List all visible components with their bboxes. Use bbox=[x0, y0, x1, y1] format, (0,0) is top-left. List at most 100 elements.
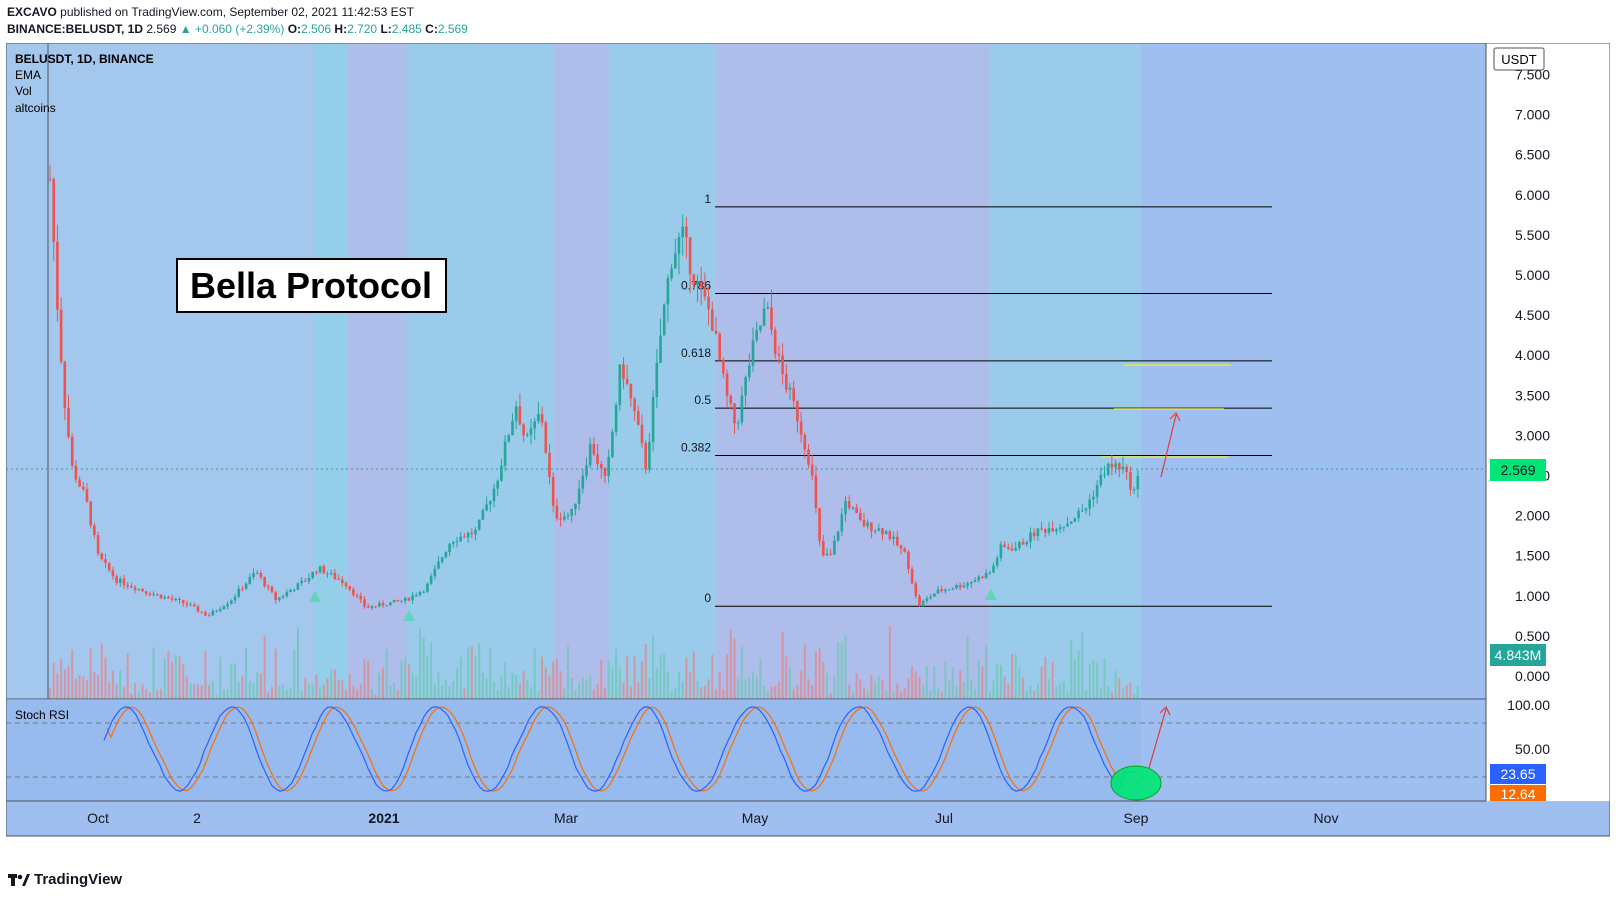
candle-body[interactable] bbox=[215, 610, 218, 612]
candle-body[interactable] bbox=[59, 309, 63, 362]
candle-body[interactable] bbox=[977, 576, 980, 581]
candle-body[interactable] bbox=[958, 585, 962, 588]
candle-body[interactable] bbox=[415, 595, 418, 597]
candle-body[interactable] bbox=[407, 597, 411, 601]
candle-body[interactable] bbox=[866, 522, 869, 527]
candle-body[interactable] bbox=[492, 488, 496, 502]
candle-body[interactable] bbox=[366, 606, 370, 608]
candle-body[interactable] bbox=[692, 274, 696, 285]
legend-item[interactable]: Vol bbox=[15, 84, 32, 98]
candle-body[interactable] bbox=[529, 428, 533, 435]
candle-body[interactable] bbox=[807, 449, 810, 465]
candle-body[interactable] bbox=[130, 586, 133, 588]
candle-body[interactable] bbox=[910, 568, 914, 584]
candle-body[interactable] bbox=[311, 571, 314, 578]
candle-body[interactable] bbox=[988, 572, 992, 574]
rsi-highlight-circle[interactable] bbox=[1110, 765, 1162, 801]
candle-body[interactable] bbox=[851, 507, 855, 509]
candle-body[interactable] bbox=[144, 591, 148, 594]
candle-body[interactable] bbox=[566, 515, 570, 517]
candle-body[interactable] bbox=[666, 278, 670, 305]
candle-body[interactable] bbox=[1036, 528, 1040, 537]
candle-body[interactable] bbox=[329, 572, 333, 574]
candle-body[interactable] bbox=[115, 576, 118, 583]
candle-body[interactable] bbox=[1040, 528, 1043, 530]
candle-body[interactable] bbox=[1099, 474, 1103, 486]
legend-item[interactable]: EMA bbox=[15, 68, 41, 82]
candle-body[interactable] bbox=[352, 589, 355, 596]
candle-body[interactable] bbox=[93, 525, 96, 536]
candle-body[interactable] bbox=[574, 503, 577, 509]
price-axis[interactable] bbox=[1487, 43, 1610, 801]
candle-body[interactable] bbox=[773, 330, 777, 354]
candle-body[interactable] bbox=[888, 531, 892, 540]
candle-body[interactable] bbox=[947, 589, 951, 591]
candle-body[interactable] bbox=[89, 501, 92, 526]
title-annotation[interactable]: Bella Protocol bbox=[176, 258, 447, 313]
candle-body[interactable] bbox=[670, 268, 673, 279]
candle-body[interactable] bbox=[973, 580, 977, 582]
candle-body[interactable] bbox=[796, 400, 799, 422]
candle-body[interactable] bbox=[489, 501, 492, 505]
candle-body[interactable] bbox=[156, 594, 159, 596]
candle-body[interactable] bbox=[307, 577, 311, 582]
candle-body[interactable] bbox=[267, 586, 270, 588]
candle-body[interactable] bbox=[607, 456, 610, 476]
candle-body[interactable] bbox=[1003, 544, 1006, 547]
candle-body[interactable] bbox=[1136, 475, 1140, 490]
candle-body[interactable] bbox=[374, 606, 377, 608]
candle-body[interactable] bbox=[378, 603, 381, 607]
candle-body[interactable] bbox=[640, 424, 644, 444]
candle-body[interactable] bbox=[263, 577, 266, 587]
candle-body[interactable] bbox=[770, 307, 773, 331]
candle-body[interactable] bbox=[696, 281, 699, 285]
candle-body[interactable] bbox=[174, 599, 178, 601]
candle-body[interactable] bbox=[788, 387, 792, 390]
candle-body[interactable] bbox=[170, 598, 174, 600]
candle-body[interactable] bbox=[274, 592, 277, 601]
candle-body[interactable] bbox=[133, 587, 137, 590]
candle-body[interactable] bbox=[596, 454, 599, 465]
candle-body[interactable] bbox=[448, 543, 451, 553]
candle-body[interactable] bbox=[315, 571, 318, 573]
candle-body[interactable] bbox=[126, 585, 129, 587]
candle-body[interactable] bbox=[892, 536, 895, 540]
tradingview-logo[interactable]: TradingView bbox=[8, 871, 122, 888]
candle-body[interactable] bbox=[429, 576, 433, 584]
candle-body[interactable] bbox=[511, 420, 514, 436]
candle-body[interactable] bbox=[881, 528, 884, 535]
candle-body[interactable] bbox=[470, 532, 474, 535]
candle-body[interactable] bbox=[644, 443, 647, 470]
candle-body[interactable] bbox=[389, 602, 392, 606]
candle-body[interactable] bbox=[751, 340, 755, 366]
candle-body[interactable] bbox=[300, 580, 303, 584]
candle-body[interactable] bbox=[962, 585, 966, 588]
candle-body[interactable] bbox=[1018, 542, 1021, 549]
candle-body[interactable] bbox=[259, 573, 263, 578]
candle-body[interactable] bbox=[659, 335, 662, 363]
candle-body[interactable] bbox=[748, 365, 751, 378]
candle-body[interactable] bbox=[1058, 527, 1062, 530]
candle-body[interactable] bbox=[104, 559, 107, 563]
candle-body[interactable] bbox=[193, 604, 196, 607]
candle-body[interactable] bbox=[729, 395, 733, 404]
candle-body[interactable] bbox=[1129, 471, 1132, 490]
candle-body[interactable] bbox=[444, 552, 448, 558]
candle-body[interactable] bbox=[588, 443, 592, 466]
candle-body[interactable] bbox=[455, 541, 459, 543]
projection-arrow[interactable] bbox=[1160, 411, 1181, 478]
candle-body[interactable] bbox=[951, 588, 955, 590]
candle-body[interactable] bbox=[1121, 466, 1125, 470]
candle-body[interactable] bbox=[877, 528, 881, 531]
candle-body[interactable] bbox=[111, 570, 115, 577]
currency-badge[interactable] bbox=[1493, 47, 1545, 71]
candle-body[interactable] bbox=[677, 237, 681, 254]
candle-body[interactable] bbox=[344, 583, 348, 586]
candle-body[interactable] bbox=[400, 600, 403, 602]
candle-body[interactable] bbox=[1021, 542, 1025, 545]
candle-body[interactable] bbox=[466, 532, 470, 538]
candle-body[interactable] bbox=[433, 568, 437, 577]
candle-body[interactable] bbox=[766, 307, 770, 309]
candle-body[interactable] bbox=[252, 573, 255, 578]
candle-body[interactable] bbox=[459, 536, 462, 542]
